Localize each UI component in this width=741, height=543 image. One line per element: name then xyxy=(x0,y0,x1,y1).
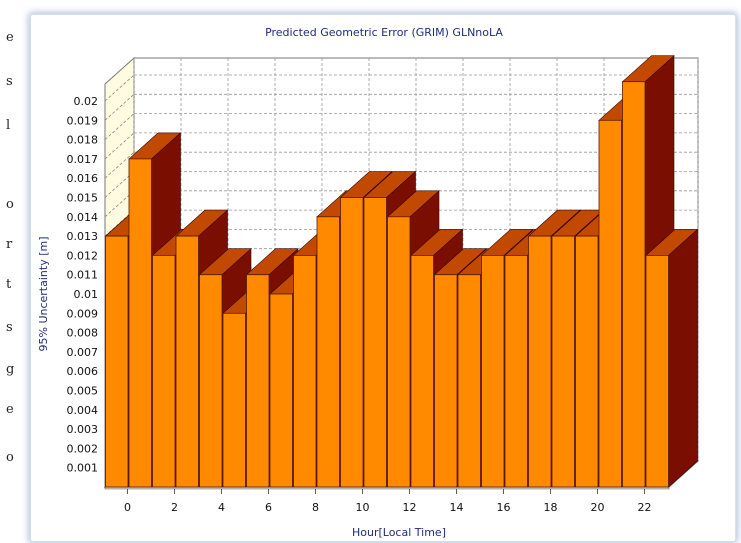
x-tick-label: 18 xyxy=(544,501,558,514)
bar-front xyxy=(434,274,458,488)
y-tick-label: 0.008 xyxy=(67,327,99,340)
bar-front xyxy=(246,274,270,488)
floor-edge xyxy=(104,486,670,490)
bar-front xyxy=(340,197,364,488)
gridline-side xyxy=(104,94,135,121)
y-tick-label: 0.018 xyxy=(67,134,99,147)
bar-front xyxy=(387,216,411,488)
bar-front xyxy=(105,235,129,488)
bar-front xyxy=(598,119,622,488)
y-tick-label: 0.02 xyxy=(74,95,99,108)
y-axis-label: 95% Uncertainty [m] xyxy=(37,236,50,351)
x-tick-label: 12 xyxy=(403,501,417,514)
bg-letter: e xyxy=(6,402,14,417)
x-tick-label: 2 xyxy=(171,501,178,514)
x-tick-label: 16 xyxy=(497,501,511,514)
gridline-side xyxy=(104,113,135,140)
bar-front xyxy=(152,254,176,488)
y-tick-label: 0.017 xyxy=(67,153,99,166)
gridline-side xyxy=(104,151,135,179)
bar-front xyxy=(269,293,293,488)
bar-front xyxy=(481,254,505,488)
bar-front xyxy=(293,254,317,488)
bar-front xyxy=(504,254,528,488)
bg-letter: s xyxy=(6,74,13,89)
bg-letter: l xyxy=(6,118,11,133)
gridline-side xyxy=(104,132,135,160)
y-tick-label: 0.016 xyxy=(67,172,99,185)
y-tick-label: 0.007 xyxy=(67,346,99,359)
bar-front xyxy=(199,274,223,488)
y-tick-label: 0.012 xyxy=(67,249,99,262)
bar-front xyxy=(175,235,199,488)
x-tick-label: 22 xyxy=(638,501,652,514)
chart-title: Predicted Geometric Error (GRIM) GLNnoLA xyxy=(265,26,503,39)
bg-letter: o xyxy=(6,197,14,212)
y-tick-label: 0.014 xyxy=(67,211,99,224)
bar-front xyxy=(316,216,340,488)
x-tick-label: 10 xyxy=(356,501,370,514)
y-tick-label: 0.011 xyxy=(67,269,99,282)
bg-letter: e xyxy=(6,30,14,45)
bg-letter: t xyxy=(6,277,12,292)
bar-front xyxy=(551,235,575,488)
x-axis-label: Hour[Local Time] xyxy=(352,526,446,539)
gridline-side xyxy=(104,74,135,102)
bar-front xyxy=(645,254,669,488)
bar-front xyxy=(575,235,599,488)
y-tick-label: 0.015 xyxy=(67,192,99,205)
y-tick-label: 0.01 xyxy=(74,288,99,301)
bg-letter: s xyxy=(6,320,13,335)
x-tick-label: 0 xyxy=(124,501,131,514)
bars xyxy=(104,55,699,488)
bg-letter: r xyxy=(6,237,13,252)
bar xyxy=(645,228,699,488)
y-tick-label: 0.006 xyxy=(67,365,99,378)
y-tick-label: 0.004 xyxy=(67,404,99,417)
bg-letter: g xyxy=(6,362,15,377)
bar-front xyxy=(410,254,434,488)
bg-letter: o xyxy=(6,450,14,465)
y-tick-label: 0.002 xyxy=(67,442,99,455)
y-tick-label: 0.001 xyxy=(67,462,99,475)
bar-front xyxy=(363,197,387,488)
bar-front xyxy=(457,274,481,488)
y-tick-label: 0.003 xyxy=(67,423,99,436)
bar-front xyxy=(622,81,646,488)
x-tick-label: 4 xyxy=(218,501,225,514)
y-tick-label: 0.005 xyxy=(67,385,99,398)
bar-front xyxy=(128,158,152,488)
y-tick-label: 0.019 xyxy=(67,114,99,127)
y-tick-label: 0.009 xyxy=(67,307,99,320)
y-tick-label: 0.013 xyxy=(67,230,99,243)
bar-front xyxy=(528,235,552,488)
x-tick-labels: 0 2 4 6 8 10 12 14 16 18 20 22 xyxy=(124,489,652,514)
x-tick-label: 14 xyxy=(450,501,464,514)
x-tick-label: 6 xyxy=(265,501,272,514)
x-tick-label: 20 xyxy=(591,501,605,514)
x-tick-label: 8 xyxy=(312,501,319,514)
bar-front xyxy=(222,312,246,488)
bar-side xyxy=(668,228,698,488)
y-tick-labels: 0.001 0.002 0.003 0.004 0.005 0.006 0.007 0.008… xyxy=(67,95,99,475)
